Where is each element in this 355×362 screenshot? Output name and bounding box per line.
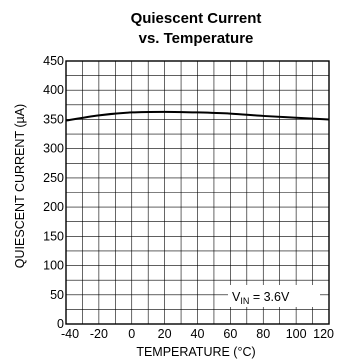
- y-tick-label: 300: [43, 142, 64, 156]
- y-tick-label: 150: [43, 229, 64, 243]
- annotation-value: = 3.6V: [249, 290, 290, 304]
- y-tick-label: 250: [43, 171, 64, 185]
- annotation-vin: VIN = 3.6V: [232, 290, 290, 306]
- y-tick-labels: 0 50 100 150 200 250 300 350 400 450: [43, 54, 64, 331]
- x-tick-label: -20: [90, 327, 108, 341]
- grid: [66, 61, 329, 324]
- y-tick-label: 400: [43, 83, 64, 97]
- annotation-v: V: [232, 290, 241, 304]
- y-tick-label: 350: [43, 112, 64, 126]
- y-tick-label: 200: [43, 200, 64, 214]
- y-axis-label: QUIESCENT CURRENT (µA): [13, 104, 27, 268]
- x-axis-label: TEMPERATURE (°C): [136, 345, 255, 359]
- y-tick-label: 0: [57, 317, 64, 331]
- x-tick-label: 0: [128, 327, 135, 341]
- x-tick-label: 40: [191, 327, 205, 341]
- x-tick-label: 60: [223, 327, 237, 341]
- series-line: [65, 110, 330, 122]
- x-tick-label: 100: [286, 327, 307, 341]
- annotation-background: [228, 285, 320, 307]
- x-tick-label: 20: [158, 327, 172, 341]
- x-tick-label: -40: [61, 327, 79, 341]
- annotation-subscript: IN: [240, 296, 249, 306]
- y-tick-label: 450: [43, 54, 64, 68]
- y-tick-label: 100: [43, 259, 64, 273]
- x-tick-labels: -40 -20 0 20 40 60 80 100 120: [61, 327, 334, 341]
- x-tick-label: 80: [256, 327, 270, 341]
- chart-title-line1: Quiescent Current: [131, 10, 262, 27]
- x-tick-label: 120: [313, 327, 334, 341]
- chart-title-line2: vs. Temperature: [139, 30, 254, 47]
- y-tick-label: 50: [50, 288, 64, 302]
- plot-frame: [65, 60, 330, 325]
